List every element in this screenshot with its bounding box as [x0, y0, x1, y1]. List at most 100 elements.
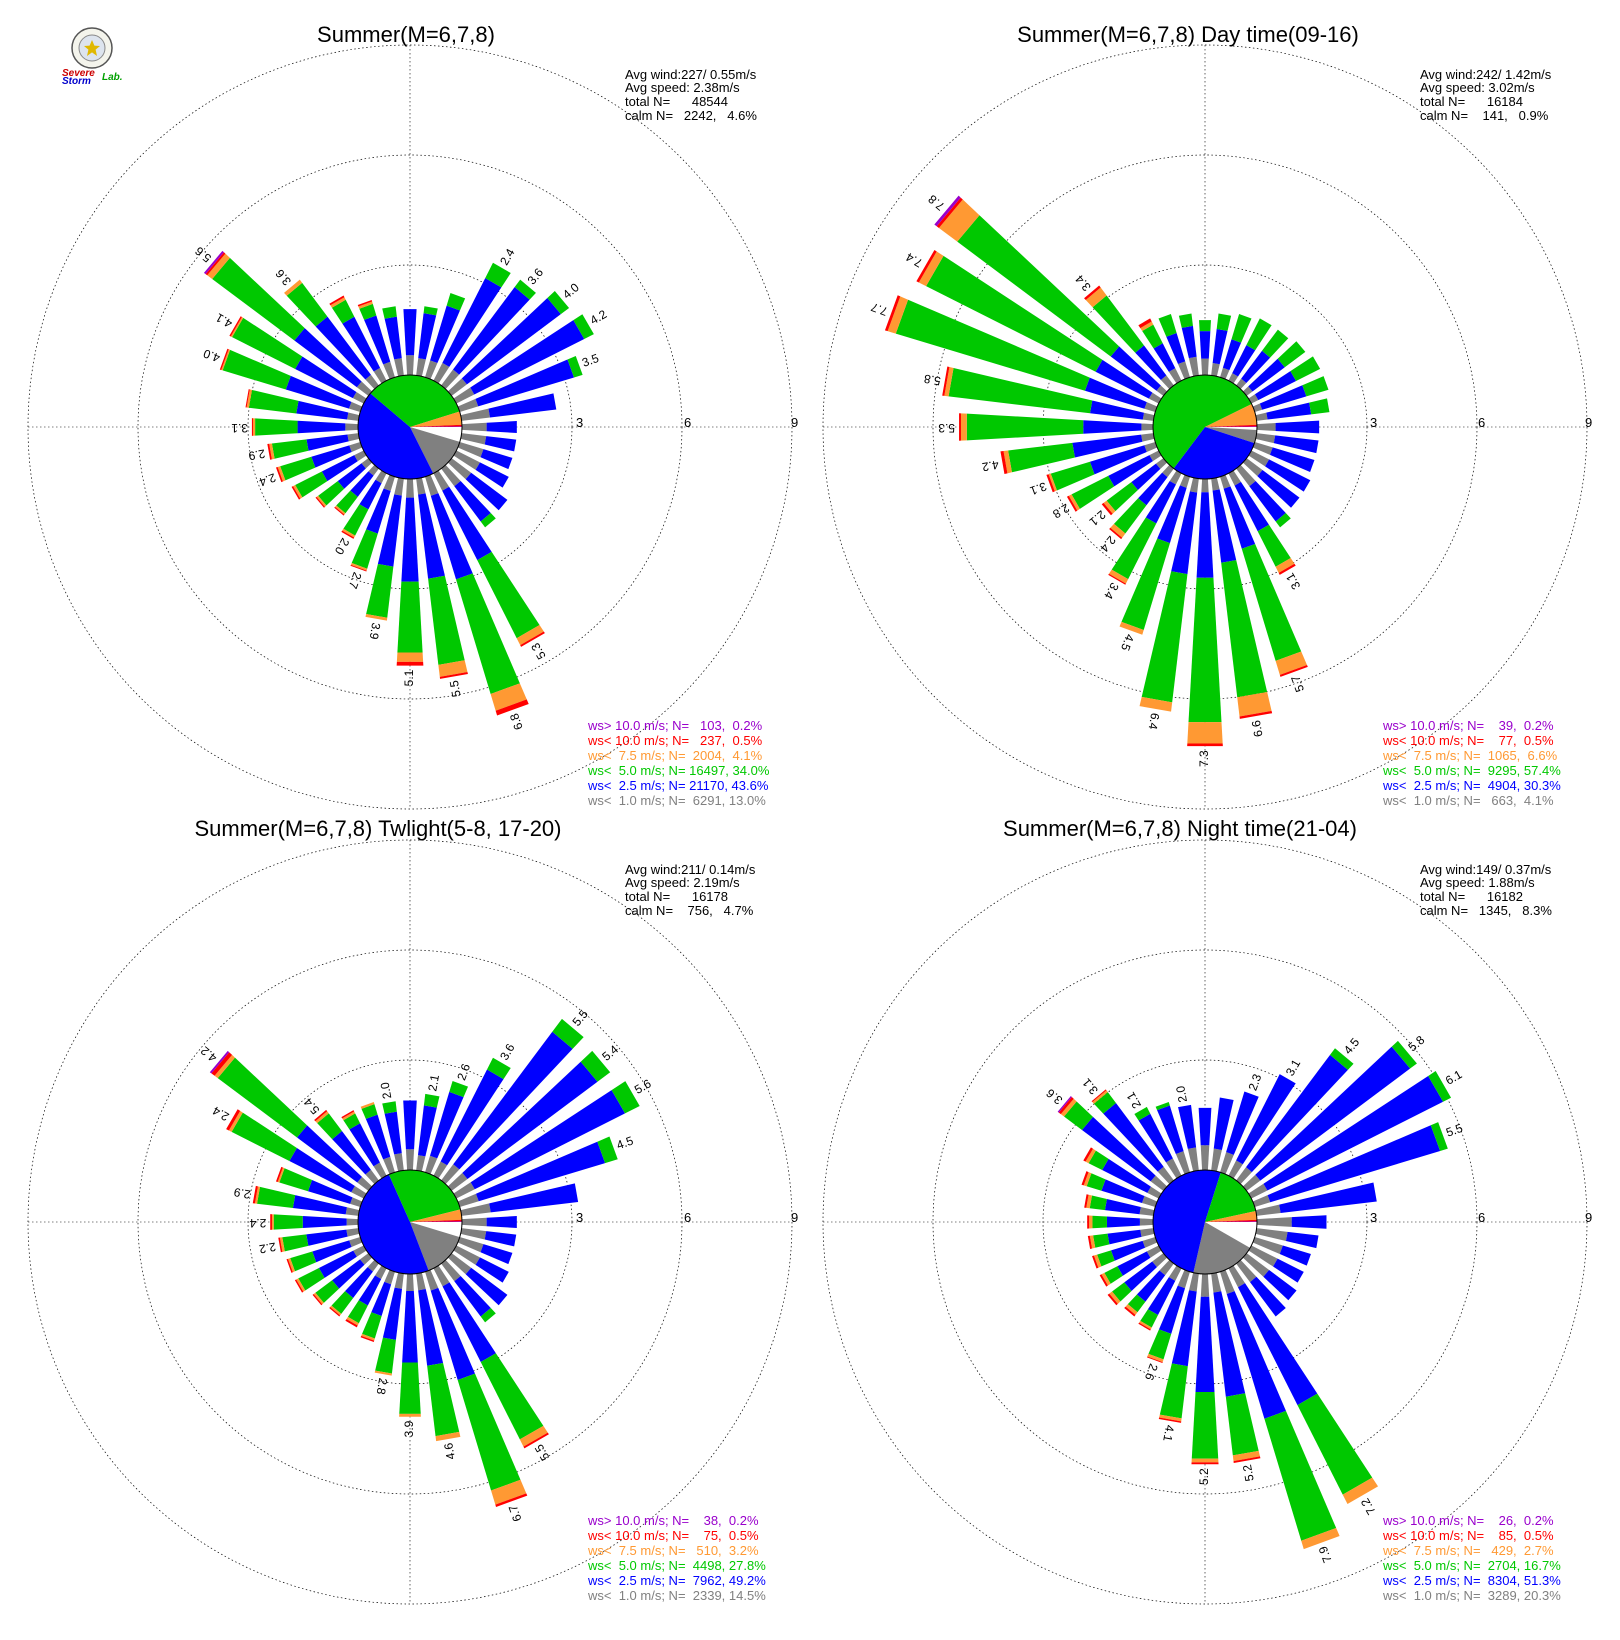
bar-total-label-280: 2.9: [232, 1185, 251, 1202]
bar-total-label-290: 4.0: [201, 346, 222, 365]
wind-bar-90: [461, 1216, 517, 1228]
bar-segment-ws-lt-5: [480, 513, 496, 528]
wind-bar-120: [453, 450, 509, 488]
bar-segment-ws-lt-1: [353, 1245, 367, 1257]
bar-segment-ws-lt-2-5: [315, 316, 371, 380]
wind-bar-210: [345, 1265, 387, 1328]
bar-segment-ws-lt-1: [416, 477, 426, 495]
bar-segment-ws-lt-2-5: [430, 305, 460, 364]
bar-segment-ws-gt-10: [203, 250, 224, 275]
bar-segment-ws-lt-5: [1428, 1071, 1452, 1102]
bar-segment-ws-lt-2-5: [1181, 325, 1197, 359]
bar-segment-ws-lt-7-5: [252, 418, 256, 436]
bar-segment-ws-lt-1: [441, 1164, 460, 1185]
bar-segment-ws-lt-10: [1138, 318, 1152, 329]
bar-segment-ws-lt-7-5: [1089, 1235, 1096, 1249]
wind-bar-20: [425, 292, 466, 380]
stat-avg-wind: Avg wind:227/ 0.55m/s: [625, 67, 757, 82]
bar-segment-ws-lt-1: [457, 398, 479, 412]
bar-total-label-350: 2.0: [1173, 1084, 1190, 1103]
bar-segment-ws-lt-7-5: [1085, 1148, 1096, 1164]
bar-segment-ws-lt-2-5: [1259, 385, 1307, 410]
bar-segment-ws-lt-7-5: [1187, 722, 1223, 744]
bar-segment-ws-lt-5: [1121, 538, 1170, 630]
bar-segment-ws-lt-10: [294, 1279, 304, 1293]
bar-segment-ws-lt-2-5: [1145, 480, 1176, 524]
bar-segment-ws-lt-7-5: [1093, 1254, 1102, 1268]
wind-bar-100: [1255, 1228, 1319, 1249]
wind-bar-270: [1087, 1215, 1154, 1229]
bar-total-label-160: 7.9: [1316, 1544, 1335, 1565]
bar-segment-ws-lt-10: [1187, 743, 1223, 747]
bar-segment-ws-lt-1: [1211, 1272, 1222, 1293]
stat-avg-wind: Avg wind:149/ 0.37m/s: [1420, 862, 1552, 877]
bar-segment-ws-lt-5: [382, 1101, 397, 1114]
bar-segment-ws-lt-10: [315, 496, 325, 508]
bar-segment-ws-lt-2-5: [1279, 1245, 1311, 1266]
bar-segment-ws-lt-5: [1097, 1250, 1115, 1267]
wind-bar-290: [219, 348, 363, 412]
bar-segment-ws-lt-1: [348, 401, 363, 412]
bar-segment-ws-lt-5: [280, 456, 316, 481]
bar-segment-ws-lt-2-5: [475, 1257, 509, 1283]
bar-segment-ws-lt-7-5: [313, 1292, 324, 1305]
bar-segment-ws-lt-10: [523, 1432, 549, 1449]
bar-segment-ws-lt-2-5: [296, 400, 349, 420]
wind-bar-250: [286, 1237, 363, 1273]
bar-segment-ws-lt-10: [1146, 1356, 1163, 1364]
bar-segment-ws-lt-5: [1246, 318, 1272, 351]
bar-segment-ws-lt-2-5: [1171, 491, 1198, 575]
bar-segment-ws-lt-1: [346, 1218, 359, 1226]
wind-bar-160: [1220, 1269, 1340, 1550]
bar-segment-ws-lt-1: [365, 1169, 379, 1185]
bar-segment-ws-lt-2-5: [307, 1180, 353, 1204]
bar-segment-ws-lt-2-5: [465, 1267, 508, 1306]
wind-bar-30: [433, 1057, 511, 1179]
bar-segment-ws-lt-1: [1141, 423, 1154, 431]
bar-total-label-170: 6.6: [1249, 719, 1266, 738]
bar-segment-ws-lt-5: [611, 1081, 640, 1114]
wind-bar-150: [1228, 1265, 1379, 1505]
bar-segment-ws-lt-1: [406, 478, 414, 498]
bar-total-label-170: 5.5: [447, 679, 464, 698]
wind-bar-180: [1187, 478, 1223, 747]
bar-total-label-200: 4.5: [1118, 632, 1137, 653]
bar-segment-ws-lt-1: [460, 433, 487, 445]
bar-segment-ws-lt-7-5: [1110, 523, 1126, 538]
bar-segment-ws-lt-2-5: [306, 434, 349, 451]
bar-segment-ws-lt-2-5: [465, 472, 508, 511]
bar-segment-ws-lt-2-5: [1285, 1231, 1319, 1249]
legend-ws-lt-10: ws< 10.0 m/s; N= 77, 0.5%: [1382, 733, 1554, 748]
bar-segment-ws-lt-5: [477, 551, 540, 639]
bar-segment-ws-lt-1: [373, 1162, 387, 1179]
bar-segment-ws-lt-2-5: [1269, 447, 1315, 473]
bar-segment-ws-lt-1: [1211, 1148, 1222, 1172]
bar-segment-ws-lt-1: [1165, 1158, 1182, 1179]
bar-segment-ws-lt-5: [1106, 482, 1138, 512]
bar-total-label-310: 7.8: [925, 192, 947, 214]
pie-outline: [1152, 1169, 1258, 1275]
bar-segment-ws-lt-1: [457, 442, 484, 458]
bar-segment-ws-lt-1: [1144, 442, 1158, 452]
wind-bar-150: [433, 1265, 549, 1449]
bar-total-label-170: 4.6: [441, 1441, 458, 1460]
pie-outline: [357, 1169, 463, 1275]
wind-bar-30: [1228, 318, 1272, 384]
pie-slice-ws-lt-5: [1205, 1172, 1256, 1222]
wind-bar-190: [374, 1272, 404, 1376]
bar-segment-ws-lt-10: [495, 699, 529, 716]
bar-segment-ws-lt-5: [1199, 320, 1211, 332]
bar-segment-ws-lt-7-5: [1275, 651, 1307, 675]
bar-segment-ws-lt-2-5: [350, 471, 374, 497]
wind-bar-200: [1119, 474, 1190, 635]
bar-segment-ws-lt-2-5: [1257, 470, 1300, 508]
bar-segment-ws-lt-1: [394, 477, 404, 496]
legend-ws-gt-10: ws> 10.0 m/s; N= 103, 0.2%: [587, 718, 763, 733]
bar-segment-ws-lt-5: [255, 418, 298, 436]
wind-bar-60: [1248, 356, 1321, 404]
bar-segment-ws-lt-2-5: [1212, 328, 1228, 365]
wind-bar-210: [341, 470, 387, 539]
bar-total-label-160: 6.8: [507, 711, 526, 732]
stat-avg-wind: Avg wind:242/ 1.42m/s: [1420, 67, 1552, 82]
wind-bar-160: [425, 474, 529, 716]
